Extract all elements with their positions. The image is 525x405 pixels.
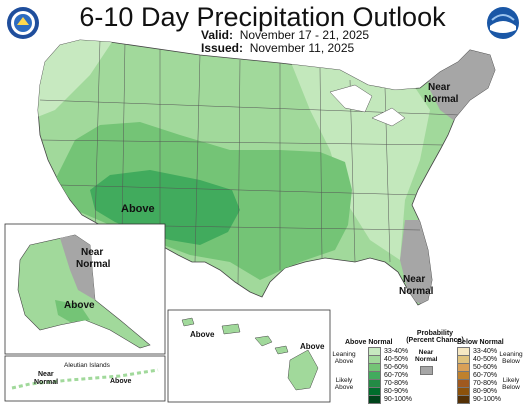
- map-title: 6-10 Day Precipitation Outlook: [79, 2, 446, 32]
- noaa-logo-icon: [487, 7, 519, 39]
- label-near-normal-ne-1: Near: [428, 82, 450, 93]
- legend-title-2: (Percent Chance): [406, 337, 464, 344]
- state-borders: [39, 40, 461, 286]
- probability-legend: Probability (Percent Chance) Above Norma…: [332, 330, 525, 405]
- legend-above-range-5: 80-90%: [384, 388, 409, 395]
- legend-below-row-6: 90-100%: [457, 395, 501, 404]
- legend-likely-above-2: Above: [334, 384, 354, 391]
- legend-above-row-6: 90-100%: [368, 395, 412, 404]
- legend-above-range-0: 33-40%: [384, 348, 409, 355]
- label-aleutian-above: Above: [110, 378, 132, 385]
- legend-leaning-below-2: Below: [502, 358, 520, 365]
- legend-leaning-above-2: Above: [334, 358, 354, 365]
- legend-above-range-1: 40-50%: [384, 356, 409, 363]
- legend-title-1: Probability: [416, 330, 454, 337]
- legend-below-header: Below Normal: [457, 339, 504, 346]
- alaska-near-normal: [60, 235, 95, 300]
- label-alaska-near-2: Normal: [76, 259, 111, 270]
- legend-above-range-6: 90-100%: [384, 396, 413, 403]
- legend-below-range-6: 90-100%: [473, 396, 502, 403]
- hawaii-islands: [181, 317, 319, 391]
- legend-below-range-3: 60-70%: [473, 372, 498, 379]
- great-lakes: [329, 84, 406, 127]
- legend-below-range-1: 40-50%: [473, 356, 498, 363]
- valid-label: Valid:: [201, 28, 234, 42]
- issued-date: Issued: November 11, 2025: [201, 41, 354, 55]
- issued-label: Issued:: [201, 41, 244, 55]
- legend-likely-below-1: Likely: [502, 377, 520, 384]
- legend-below-range-4: 70-80%: [473, 380, 498, 387]
- label-alaska-near-1: Near: [81, 247, 103, 258]
- legend-leaning-below-1: Leaning: [499, 351, 523, 358]
- legend-above-header: Above Normal: [345, 339, 393, 346]
- label-aleutian-title: Aleutian Islands: [64, 362, 111, 369]
- legend-likely-below-2: Below: [502, 384, 520, 391]
- legend-near-2: Normal: [415, 356, 438, 363]
- doc-seal-icon: [7, 7, 39, 39]
- label-alaska-above: Above: [64, 300, 95, 311]
- label-aleutian-near-2: Normal: [34, 379, 58, 386]
- label-near-normal-ne-2: Normal: [424, 94, 459, 105]
- label-hawaii-above-right: Above: [300, 342, 325, 351]
- legend-below-swatch-6: [457, 395, 470, 404]
- label-hawaii-above-left: Above: [190, 330, 215, 339]
- issued-value: November 11, 2025: [249, 41, 355, 55]
- legend-above-range-3: 60-70%: [384, 372, 409, 379]
- legend-near-1: Near: [418, 349, 434, 356]
- legend-near-swatch: [420, 366, 433, 375]
- valid-dates: Valid: November 17 - 21, 2025: [201, 28, 369, 42]
- legend-below-range-0: 33-40%: [473, 348, 498, 355]
- legend-below-range-2: 50-60%: [473, 364, 498, 371]
- legend-above-swatch-6: [368, 395, 381, 404]
- aleutian-islands-shape: [11, 368, 159, 390]
- label-aleutian-near-1: Near: [38, 371, 54, 378]
- legend-below-range-5: 80-90%: [473, 388, 498, 395]
- legend-above-range-4: 70-80%: [384, 380, 409, 387]
- label-near-normal-se-2: Normal: [399, 286, 434, 297]
- label-above-main: Above: [121, 203, 155, 215]
- legend-above-range-2: 50-60%: [384, 364, 409, 371]
- label-near-normal-se-1: Near: [403, 274, 425, 285]
- legend-likely-above-1: Likely: [335, 377, 353, 384]
- alaska-50-60: [55, 300, 90, 322]
- valid-value: November 17 - 21, 2025: [239, 28, 370, 42]
- legend-leaning-above-1: Leaning: [332, 351, 356, 358]
